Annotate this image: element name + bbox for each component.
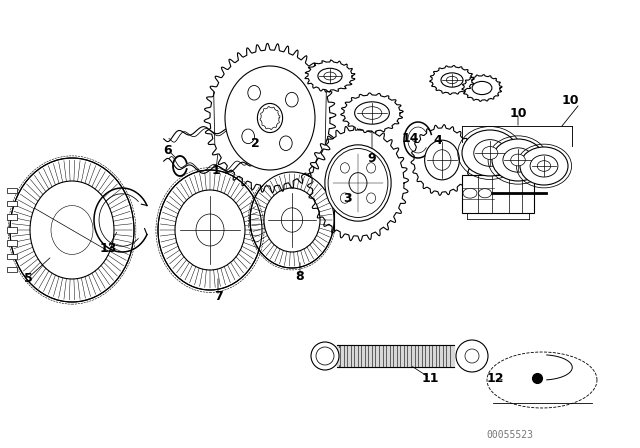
Ellipse shape — [503, 148, 533, 172]
Bar — [8, 267, 17, 272]
Ellipse shape — [250, 172, 334, 268]
Ellipse shape — [285, 92, 298, 107]
Ellipse shape — [414, 128, 470, 192]
Bar — [8, 188, 17, 193]
Bar — [8, 214, 17, 220]
Bar — [8, 254, 17, 259]
Text: 9: 9 — [368, 151, 376, 164]
Ellipse shape — [441, 73, 463, 87]
Ellipse shape — [280, 136, 292, 151]
Ellipse shape — [530, 155, 558, 177]
Ellipse shape — [462, 130, 518, 176]
Ellipse shape — [311, 342, 339, 370]
Bar — [8, 227, 17, 233]
Text: 10: 10 — [509, 107, 527, 120]
Ellipse shape — [520, 147, 568, 185]
Bar — [462, 175, 534, 213]
Text: 5: 5 — [24, 271, 33, 284]
Text: 12: 12 — [486, 371, 504, 384]
Text: 10: 10 — [561, 94, 579, 107]
Ellipse shape — [463, 188, 477, 198]
Ellipse shape — [367, 193, 376, 203]
Ellipse shape — [482, 146, 498, 159]
Ellipse shape — [312, 130, 404, 236]
Text: 11: 11 — [421, 371, 439, 384]
Bar — [8, 241, 17, 246]
Ellipse shape — [472, 82, 492, 95]
Ellipse shape — [538, 161, 550, 171]
Ellipse shape — [340, 193, 349, 203]
Text: 7: 7 — [214, 289, 222, 302]
Ellipse shape — [367, 163, 376, 173]
Text: 1: 1 — [212, 164, 220, 177]
Ellipse shape — [248, 86, 260, 100]
Ellipse shape — [316, 347, 334, 365]
Ellipse shape — [10, 158, 134, 302]
Text: 4: 4 — [434, 134, 442, 146]
Ellipse shape — [479, 189, 492, 198]
Text: 3: 3 — [344, 191, 352, 204]
Ellipse shape — [308, 62, 352, 90]
Ellipse shape — [318, 68, 342, 84]
Ellipse shape — [425, 140, 460, 180]
Bar — [8, 201, 17, 207]
Ellipse shape — [325, 145, 391, 221]
Ellipse shape — [492, 139, 544, 181]
Text: 6: 6 — [164, 143, 172, 156]
Ellipse shape — [355, 102, 389, 124]
Text: 2: 2 — [251, 137, 259, 150]
Ellipse shape — [465, 349, 479, 363]
Text: 13: 13 — [99, 241, 116, 254]
Ellipse shape — [344, 95, 400, 131]
Ellipse shape — [210, 50, 330, 186]
Ellipse shape — [456, 340, 488, 372]
Ellipse shape — [340, 163, 349, 173]
Ellipse shape — [474, 140, 506, 166]
Text: 8: 8 — [296, 270, 304, 283]
Ellipse shape — [464, 76, 500, 100]
Ellipse shape — [511, 154, 525, 166]
Ellipse shape — [158, 170, 262, 290]
Ellipse shape — [242, 129, 255, 144]
Text: 14: 14 — [401, 132, 419, 145]
Ellipse shape — [328, 149, 388, 217]
Ellipse shape — [225, 66, 315, 170]
Text: 00055523: 00055523 — [486, 430, 534, 440]
Ellipse shape — [432, 67, 472, 93]
